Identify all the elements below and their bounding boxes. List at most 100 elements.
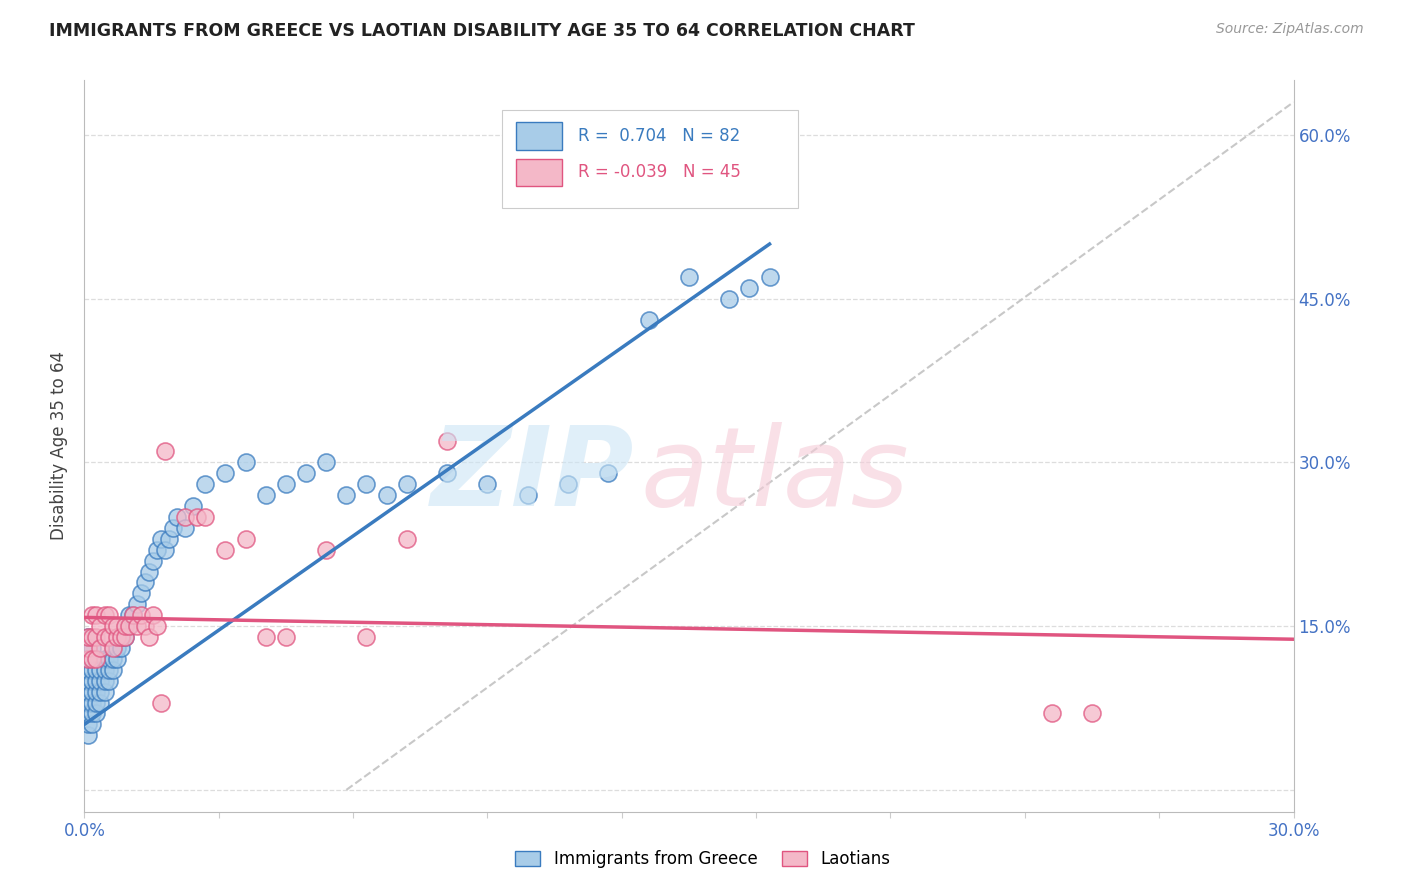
Point (138, 630, 160, 644)
Point (101, 652, 124, 666)
Point (146, 542, 169, 557)
Point (93, 630, 115, 644)
Point (149, 532, 172, 546)
Point (82, 630, 104, 644)
Point (129, 608, 152, 623)
Point (93, 608, 115, 623)
Point (637, 313, 659, 327)
Point (77, 652, 100, 666)
Point (118, 619, 141, 633)
Point (214, 467, 236, 481)
Point (101, 663, 124, 677)
Y-axis label: Disability Age 35 to 64: Disability Age 35 to 64 (51, 351, 69, 541)
Point (110, 640, 132, 655)
Point (82, 717, 104, 731)
Point (114, 630, 136, 644)
Point (125, 597, 148, 611)
Point (121, 608, 143, 623)
Point (86, 608, 108, 623)
Point (77, 706, 100, 721)
Point (82, 706, 104, 721)
Point (101, 640, 124, 655)
Point (194, 477, 217, 491)
Text: ZIP: ZIP (432, 422, 634, 529)
Point (93, 663, 115, 677)
Point (86, 696, 108, 710)
Point (97, 663, 120, 677)
Point (89, 663, 111, 677)
Point (335, 488, 357, 502)
Point (77, 728, 100, 742)
Point (436, 434, 458, 448)
Point (477, 477, 499, 491)
Point (149, 696, 172, 710)
Point (356, 477, 378, 491)
Point (82, 608, 104, 623)
Point (97, 630, 120, 644)
Point (142, 554, 165, 568)
Point (375, 488, 398, 502)
Point (118, 608, 141, 623)
Point (738, 281, 761, 295)
Point (146, 619, 169, 633)
Point (77, 684, 100, 698)
Point (82, 652, 104, 666)
Text: R = -0.039   N = 45: R = -0.039 N = 45 (578, 163, 741, 181)
Point (97, 608, 120, 623)
Point (105, 652, 128, 666)
Point (77, 717, 100, 731)
Point (153, 542, 176, 557)
Point (295, 467, 318, 481)
Point (121, 608, 143, 623)
Point (718, 292, 741, 306)
Legend: Immigrants from Greece, Laotians: Immigrants from Greece, Laotians (509, 844, 897, 875)
Point (89, 640, 111, 655)
Point (194, 510, 217, 524)
Point (315, 542, 337, 557)
Point (86, 630, 108, 644)
Point (254, 488, 277, 502)
Text: atlas: atlas (641, 422, 910, 529)
Point (105, 630, 128, 644)
Point (86, 673, 108, 688)
Point (77, 640, 100, 655)
Point (77, 630, 100, 644)
Point (82, 663, 104, 677)
Point (395, 477, 418, 491)
Point (181, 499, 204, 513)
Text: Source: ZipAtlas.com: Source: ZipAtlas.com (1216, 22, 1364, 37)
Bar (516, 159, 562, 186)
Point (86, 684, 108, 698)
Point (82, 640, 104, 655)
Point (166, 510, 188, 524)
Point (134, 619, 156, 633)
Point (214, 542, 236, 557)
Point (174, 510, 197, 524)
Text: IMMIGRANTS FROM GREECE VS LAOTIAN DISABILITY AGE 35 TO 64 CORRELATION CHART: IMMIGRANTS FROM GREECE VS LAOTIAN DISABI… (49, 22, 915, 40)
Point (86, 706, 108, 721)
Point (101, 619, 124, 633)
Point (436, 467, 458, 481)
Point (153, 444, 176, 458)
Point (93, 652, 115, 666)
Point (82, 684, 104, 698)
Point (516, 488, 538, 502)
Point (395, 532, 418, 546)
Point (86, 663, 108, 677)
Point (97, 673, 120, 688)
Point (186, 510, 208, 524)
Point (315, 455, 337, 469)
Point (110, 630, 132, 644)
Point (274, 630, 297, 644)
Point (356, 630, 378, 644)
Point (89, 619, 111, 633)
Point (101, 640, 124, 655)
Point (678, 269, 700, 284)
Point (125, 619, 148, 633)
FancyBboxPatch shape (502, 110, 797, 209)
Bar (516, 122, 562, 150)
Point (77, 696, 100, 710)
Point (114, 619, 136, 633)
Point (77, 673, 100, 688)
Point (235, 532, 257, 546)
